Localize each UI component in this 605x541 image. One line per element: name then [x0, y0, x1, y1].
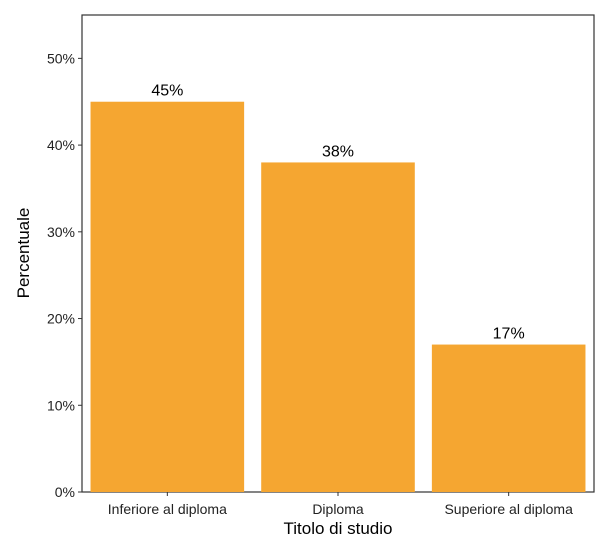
x-tick-label: Inferiore al diploma [108, 501, 227, 517]
y-axis-title: Percentuale [14, 208, 33, 299]
bar-value-label: 17% [493, 326, 525, 343]
bars-group [90, 101, 586, 493]
x-tick-label: Superiore al diploma [444, 501, 573, 517]
y-tick-label: 30% [47, 224, 75, 240]
y-tick-label: 0% [55, 484, 75, 500]
y-tick-label: 40% [47, 137, 75, 153]
bar-labels-group: 45% 38% 17% [151, 83, 524, 343]
bar [431, 344, 586, 492]
y-tick-label: 20% [47, 311, 75, 327]
bar-value-label: 38% [322, 143, 354, 160]
y-tick-label: 10% [47, 397, 75, 413]
x-axis-title: Titolo di studio [284, 519, 393, 538]
bar-value-label: 45% [151, 83, 183, 100]
bar [90, 101, 245, 493]
x-axis: Inferiore al diploma Diploma Superiore al … [108, 492, 573, 517]
bar [261, 162, 415, 492]
x-tick-label: Diploma [312, 501, 364, 517]
y-axis: 0% 10% 20% 30% 40% 50% [47, 50, 82, 500]
y-tick-label: 50% [47, 50, 75, 66]
